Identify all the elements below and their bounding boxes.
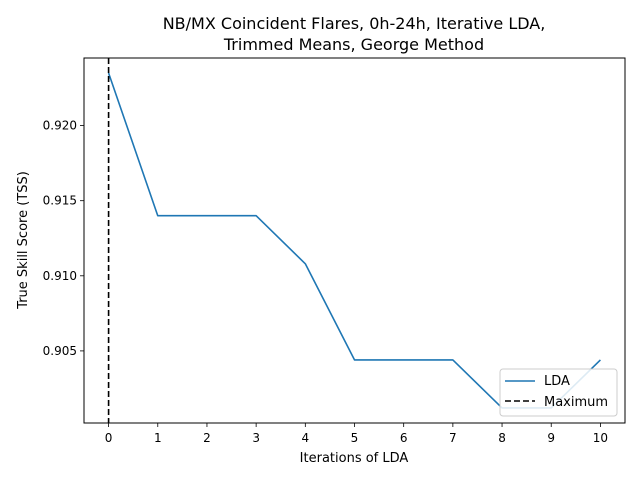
y-axis-label: True Skill Score (TSS) [16, 171, 31, 310]
y-tick-label: 0.915 [43, 194, 77, 208]
x-axis: 0 1 2 3 4 5 6 7 8 9 10 [105, 423, 608, 445]
y-tick-label: 0.920 [43, 119, 77, 133]
legend-label-maximum: Maximum [544, 395, 608, 410]
x-tick-label: 5 [351, 431, 359, 445]
x-axis-label: Iterations of LDA [300, 451, 409, 466]
x-tick-label: 8 [498, 431, 506, 445]
x-tick-label: 0 [105, 431, 113, 445]
chart-title-line-2: Trimmed Means, George Method [223, 35, 484, 54]
legend: LDA Maximum [499, 368, 618, 417]
x-tick-label: 9 [547, 431, 555, 445]
series-line-lda [107, 72, 601, 409]
x-tick-label: 1 [154, 431, 162, 445]
y-axis: 0.905 0.910 0.915 0.920 [43, 119, 84, 358]
legend-label-lda: LDA [544, 374, 570, 389]
x-tick-label: 6 [400, 431, 408, 445]
chart-title-line-1: NB/MX Coincident Flares, 0h-24h, Iterati… [163, 14, 546, 33]
plot-area [107, 58, 601, 423]
x-tick-label: 4 [301, 431, 309, 445]
x-tick-label: 3 [252, 431, 260, 445]
y-tick-label: 0.910 [43, 269, 77, 283]
plot-frame [83, 57, 626, 424]
x-tick-label: 2 [203, 431, 211, 445]
x-tick-label: 10 [593, 431, 608, 445]
y-tick-label: 0.905 [43, 344, 77, 358]
x-tick-label: 7 [449, 431, 457, 445]
